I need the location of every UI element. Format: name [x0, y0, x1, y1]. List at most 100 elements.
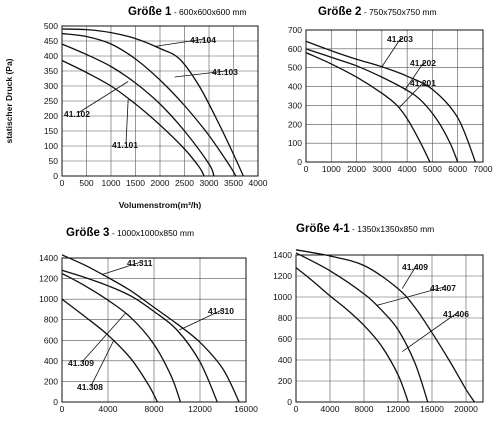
y-tick-label: 700	[288, 25, 302, 35]
series-curve-41.104	[61, 28, 244, 177]
x-tick-label: 2500	[175, 178, 194, 188]
x-tick-label: 2000	[347, 164, 366, 174]
series-leader-line	[376, 286, 445, 306]
x-tick-label: 2000	[151, 178, 170, 188]
series-leader-line	[174, 70, 227, 78]
y-tick-label: 600	[278, 334, 292, 344]
y-tick-label: 800	[278, 313, 292, 323]
x-tick-label: 5000	[423, 164, 442, 174]
y-tick-label: 150	[44, 126, 58, 136]
chart-title: Größe 4-1 - 1350x1350x850 mm	[296, 223, 434, 235]
x-tick-label: 3000	[372, 164, 391, 174]
y-tick-label: 800	[44, 315, 58, 325]
series-curve-41.311	[61, 254, 240, 403]
chart-g2: Größe 2 - 750x750x750 mm0 1000 2000 3000 400…	[288, 6, 493, 174]
x-tick-label: 1500	[126, 178, 145, 188]
y-tick-label: 0	[287, 397, 292, 407]
series-label-41.203: 41.203	[387, 34, 413, 44]
y-tick-label: 1400	[39, 253, 58, 263]
x-tick-label: 12000	[188, 404, 212, 414]
series-leader-line	[179, 309, 223, 331]
series-label-41.407: 41.407	[430, 283, 456, 293]
x-tick-label: 7000	[474, 164, 493, 174]
series-curve-41.407	[295, 252, 429, 403]
x-tick-label: 8000	[145, 404, 164, 414]
y-tick-label: 0	[297, 157, 302, 167]
series-curve-41.409	[295, 249, 476, 403]
x-tick-label: 16000	[420, 404, 444, 414]
series-leader-line	[81, 313, 126, 363]
y-tick-label: 200	[44, 111, 58, 121]
series-leader-line	[404, 61, 425, 91]
series-curve-41.103	[61, 32, 237, 177]
x-tick-label: 1000	[322, 164, 341, 174]
x-tick-label: 4000	[321, 404, 340, 414]
y-tick-label: 50	[49, 156, 59, 166]
y-tick-label: 250	[44, 96, 58, 106]
y-tick-label: 100	[44, 141, 58, 151]
y-tick-label: 1000	[273, 292, 292, 302]
y-tick-label: 400	[44, 51, 58, 61]
series-leader-line	[90, 340, 115, 387]
y-tick-label: 500	[44, 21, 58, 31]
series-label-41.309: 41.309	[68, 358, 94, 368]
series-curve-41.101	[61, 59, 205, 177]
y-tick-label: 300	[288, 100, 302, 110]
y-tick-label: 400	[278, 355, 292, 365]
series-label-41.101: 41.101	[112, 140, 138, 150]
y-tick-label: 200	[288, 119, 302, 129]
x-tick-label: 0	[304, 164, 309, 174]
chart-title: Größe 3 - 1000x1000x850 mm	[66, 227, 194, 239]
x-tick-label: 3500	[224, 178, 243, 188]
y-tick-label: 1000	[39, 294, 58, 304]
y-tick-label: 100	[288, 138, 302, 148]
x-tick-label: 8000	[355, 404, 374, 414]
x-tick-label: 20000	[454, 404, 478, 414]
series-label-41.104: 41.104	[190, 35, 216, 45]
y-tick-label: 450	[44, 36, 58, 46]
series-leader-line	[402, 312, 458, 352]
plot-frame	[295, 254, 484, 403]
chart-g3: Größe 3 - 1000x1000x850 mm0 4000 8000 12000…	[39, 227, 258, 414]
plot-frame	[61, 257, 247, 403]
x-tick-label: 500	[79, 178, 93, 188]
x-tick-label: 4000	[99, 404, 118, 414]
x-tick-label: 16000	[234, 404, 258, 414]
series-curve-41.308	[61, 298, 158, 403]
series-label-41.308: 41.308	[77, 382, 103, 392]
series-curve-41.202	[305, 48, 459, 163]
series-curve-41.201	[305, 52, 431, 163]
series-label-41.202: 41.202	[410, 58, 436, 68]
series-leader-line	[155, 38, 205, 47]
series-curve-41.309	[61, 272, 182, 403]
series-label-41.311: 41.311	[127, 258, 153, 268]
series-leader-line	[125, 99, 129, 145]
x-tick-label: 3000	[200, 178, 219, 188]
x-axis-label: Volumenstrom(m³/h)	[119, 200, 202, 210]
plot-frame	[305, 29, 484, 163]
y-tick-label: 400	[288, 82, 302, 92]
y-tick-label: 300	[44, 81, 58, 91]
y-tick-label: 0	[53, 171, 58, 181]
y-tick-label: 500	[288, 63, 302, 73]
plot-frame	[61, 25, 259, 177]
x-tick-label: 4000	[398, 164, 417, 174]
x-tick-label: 12000	[386, 404, 410, 414]
series-curve-41.203	[305, 40, 477, 163]
y-tick-label: 200	[278, 376, 292, 386]
series-label-41.310: 41.310	[208, 306, 234, 316]
series-label-41.103: 41.103	[212, 67, 238, 77]
series-leader-line	[399, 81, 425, 108]
y-tick-label: 600	[44, 335, 58, 345]
x-tick-label: 0	[294, 404, 299, 414]
series-curve-41.102	[61, 43, 215, 177]
y-tick-label: 0	[53, 397, 58, 407]
series-label-41.406: 41.406	[443, 309, 469, 319]
chart-title: Größe 1 - 600x600x600 mm	[128, 6, 247, 18]
series-curve-41.406	[295, 267, 409, 403]
chart-g1: Größe 1 - 600x600x600 mm0 500 1000 1500 2000…	[4, 6, 268, 210]
x-tick-label: 0	[60, 404, 65, 414]
series-curve-41.310	[61, 269, 218, 403]
series-leader-line	[401, 265, 417, 289]
